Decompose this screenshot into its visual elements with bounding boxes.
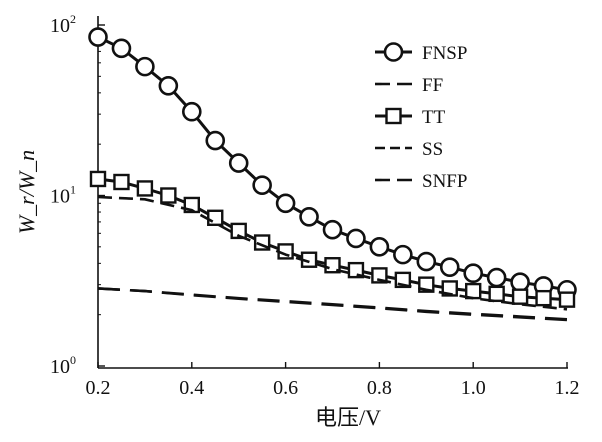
data-point xyxy=(135,56,155,77)
series-layer xyxy=(88,27,577,322)
y-tick-label: 100 xyxy=(50,353,76,378)
x-axis-title: 电压/V xyxy=(315,405,381,430)
data-point xyxy=(346,228,366,249)
data-point xyxy=(465,282,482,300)
legend-label: SNFP xyxy=(422,171,467,192)
y-tick-exponent: 0 xyxy=(70,353,76,367)
series-ss xyxy=(97,195,568,311)
y-tick-base: 10 xyxy=(50,186,70,208)
data-point xyxy=(486,267,507,288)
data-point xyxy=(182,101,202,122)
data-point xyxy=(439,257,460,277)
data-point xyxy=(371,267,388,284)
data-point xyxy=(113,173,130,191)
data-point xyxy=(158,75,179,96)
data-point xyxy=(369,237,390,257)
legend: FNSP FF TT SS SNFP xyxy=(375,42,467,192)
legend-label: TT xyxy=(422,107,446,128)
data-point xyxy=(347,261,365,279)
legend-item-tt: TT xyxy=(375,107,446,128)
data-point xyxy=(160,187,177,204)
x-tick-label: 0.6 xyxy=(273,377,298,399)
legend-item-ss: SS xyxy=(375,139,443,160)
data-point xyxy=(88,27,108,47)
data-point xyxy=(299,207,319,227)
x-tick-label: 0.2 xyxy=(86,377,111,399)
y-tick-base: 10 xyxy=(50,356,70,378)
data-point xyxy=(275,193,296,214)
data-point xyxy=(441,280,458,297)
data-point xyxy=(252,175,272,195)
x-tick-label: 1.0 xyxy=(461,377,486,399)
legend-item-snfp: SNFP xyxy=(375,171,467,192)
data-point xyxy=(535,289,552,307)
data-point xyxy=(393,244,413,265)
legend-label: SS xyxy=(422,139,443,160)
series-line-ss xyxy=(97,195,568,311)
y-tick-label: 102 xyxy=(50,12,76,37)
y-axis-title: W_r/W_n xyxy=(14,150,39,234)
data-point xyxy=(416,251,437,272)
data-point xyxy=(463,263,484,284)
legend-marker xyxy=(383,42,404,62)
data-point xyxy=(111,38,132,59)
legend-item-fnsp: FNSP xyxy=(375,42,467,64)
legend-label: FNSP xyxy=(422,43,467,64)
data-point xyxy=(228,153,249,173)
y-tick-exponent: 2 xyxy=(70,12,76,26)
series-fnsp xyxy=(88,27,577,300)
series-tt xyxy=(89,170,576,308)
data-point xyxy=(322,219,343,240)
axes xyxy=(97,16,568,369)
data-point xyxy=(205,130,226,151)
y-tick-label: 101 xyxy=(50,183,76,208)
data-point xyxy=(511,288,529,305)
legend-marker xyxy=(385,107,402,125)
data-point xyxy=(136,180,154,197)
legend-item-ff: FF xyxy=(375,75,443,96)
series-line-fnsp xyxy=(97,35,568,292)
y-tick-exponent: 1 xyxy=(70,183,76,197)
x-tick-label: 0.4 xyxy=(179,377,204,399)
series-line-snfp xyxy=(97,287,568,322)
data-point xyxy=(230,222,247,240)
data-point xyxy=(510,272,530,293)
data-point xyxy=(488,285,505,303)
x-tick-label: 1.2 xyxy=(555,377,580,399)
series-snfp xyxy=(97,287,568,322)
y-tick-base: 10 xyxy=(50,15,70,37)
data-point xyxy=(207,209,224,226)
legend-label: FF xyxy=(422,75,443,96)
data-point xyxy=(558,291,576,308)
data-point xyxy=(89,170,107,188)
x-tick-label: 0.8 xyxy=(367,377,392,399)
